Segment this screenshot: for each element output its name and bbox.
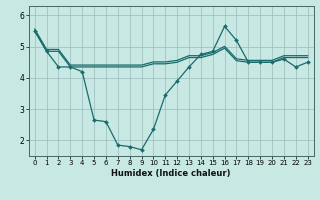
X-axis label: Humidex (Indice chaleur): Humidex (Indice chaleur): [111, 169, 231, 178]
